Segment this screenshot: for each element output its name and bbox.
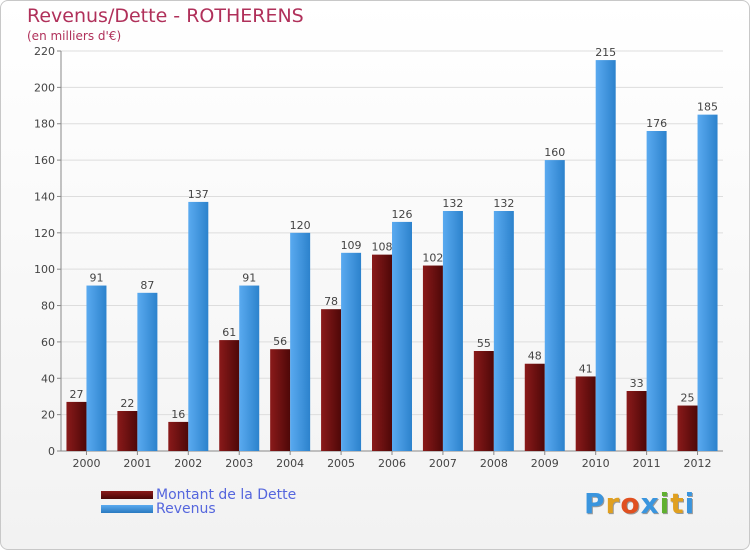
data-label-debt: 56: [273, 335, 287, 348]
bar-revenue: [290, 232, 311, 451]
logo-letter: x: [640, 487, 660, 520]
y-tick-label: 120: [34, 227, 55, 240]
data-label-revenue: 126: [392, 208, 413, 221]
data-label-debt: 16: [171, 408, 185, 421]
y-tick-label: 200: [34, 81, 55, 94]
bar-debt: [270, 349, 291, 451]
bar-debt: [524, 363, 545, 451]
x-tick-label: 2003: [225, 457, 253, 470]
bar-debt: [473, 351, 494, 451]
x-tick-label: 2006: [378, 457, 406, 470]
data-label-revenue: 91: [89, 272, 103, 285]
data-label-debt: 78: [324, 295, 338, 308]
legend-item-debt: Montant de la Dette: [101, 487, 297, 503]
x-tick-label: 2005: [327, 457, 355, 470]
x-tick-label: 2001: [123, 457, 151, 470]
bar-debt: [372, 254, 392, 451]
data-label-revenue: 185: [697, 101, 718, 114]
data-label-debt: 102: [422, 252, 443, 265]
chart-title: Revenus/Dette - ROTHERENS: [27, 5, 304, 27]
data-label-revenue: 137: [188, 188, 209, 201]
data-label-revenue: 160: [544, 146, 565, 159]
chart-subtitle: (en milliers d'€): [27, 29, 122, 43]
bar-revenue: [595, 60, 616, 451]
bar-debt: [626, 391, 647, 451]
x-tick-label: 2011: [633, 457, 661, 470]
bar-revenue: [646, 131, 667, 451]
bar-debt: [321, 309, 342, 451]
y-tick-label: 20: [41, 409, 55, 422]
logo-letter: r: [605, 487, 621, 520]
legend-item-revenue: Revenus: [101, 501, 216, 517]
x-tick-label: 2000: [72, 457, 100, 470]
data-label-debt: 22: [120, 397, 134, 410]
x-tick-label: 2010: [582, 457, 610, 470]
logo-letter: i: [659, 487, 671, 520]
bar-revenue: [697, 114, 718, 452]
logo-letter: t: [670, 487, 685, 520]
data-label-revenue: 120: [290, 219, 311, 232]
logo-letter: o: [620, 487, 641, 520]
bar-revenue: [544, 160, 565, 451]
data-label-revenue: 176: [646, 117, 667, 130]
x-tick-label: 2008: [480, 457, 508, 470]
data-label-debt: 61: [222, 326, 236, 339]
x-tick-label: 2002: [174, 457, 202, 470]
y-tick-label: 40: [41, 372, 55, 385]
bar-revenue: [188, 201, 209, 451]
y-tick-label: 160: [34, 154, 55, 167]
logo-letter: i: [684, 487, 696, 520]
bar-revenue: [239, 285, 260, 451]
legend-swatch-debt: [101, 491, 153, 499]
data-label-debt: 41: [579, 362, 593, 375]
bar-revenue: [392, 221, 412, 451]
y-tick-label: 180: [34, 118, 55, 131]
data-label-revenue: 91: [242, 272, 256, 285]
bar-revenue: [493, 211, 514, 451]
bar-debt: [422, 265, 443, 451]
data-label-debt: 55: [477, 337, 491, 350]
bar-revenue: [442, 211, 463, 451]
data-label-debt: 27: [69, 388, 83, 401]
legend-label-debt: Montant de la Dette: [156, 487, 297, 503]
bar-debt: [66, 401, 87, 451]
x-tick-label: 2009: [531, 457, 559, 470]
y-tick-label: 100: [34, 263, 55, 276]
y-tick-label: 0: [48, 445, 55, 458]
data-label-revenue: 132: [493, 197, 514, 210]
data-label-revenue: 109: [341, 239, 362, 252]
bar-revenue: [137, 292, 158, 451]
bar-revenue: [86, 285, 107, 451]
bar-debt: [677, 405, 698, 451]
y-tick-label: 60: [41, 336, 55, 349]
bar-debt: [168, 421, 189, 451]
legend-swatch-revenue: [101, 505, 153, 513]
data-label-revenue: 87: [140, 279, 154, 292]
data-label-revenue: 215: [595, 46, 616, 59]
y-tick-label: 140: [34, 190, 55, 203]
data-label-debt: 33: [630, 377, 644, 390]
x-tick-label: 2012: [684, 457, 712, 470]
data-label-debt: 48: [528, 350, 542, 363]
x-tick-label: 2007: [429, 457, 457, 470]
y-tick-label: 80: [41, 300, 55, 313]
data-label-debt: 108: [372, 241, 393, 254]
data-label-debt: 25: [681, 392, 695, 405]
bar-debt: [117, 411, 138, 451]
logo-letter: P: [584, 487, 606, 520]
data-label-revenue: 132: [442, 197, 463, 210]
x-tick-label: 2004: [276, 457, 304, 470]
y-tick-label: 220: [34, 45, 55, 58]
bar-debt: [575, 376, 596, 451]
proxiti-logo: Proxiti: [584, 487, 695, 520]
bar-revenue: [341, 252, 362, 451]
legend-label-revenue: Revenus: [156, 501, 216, 517]
bar-debt: [219, 340, 240, 451]
